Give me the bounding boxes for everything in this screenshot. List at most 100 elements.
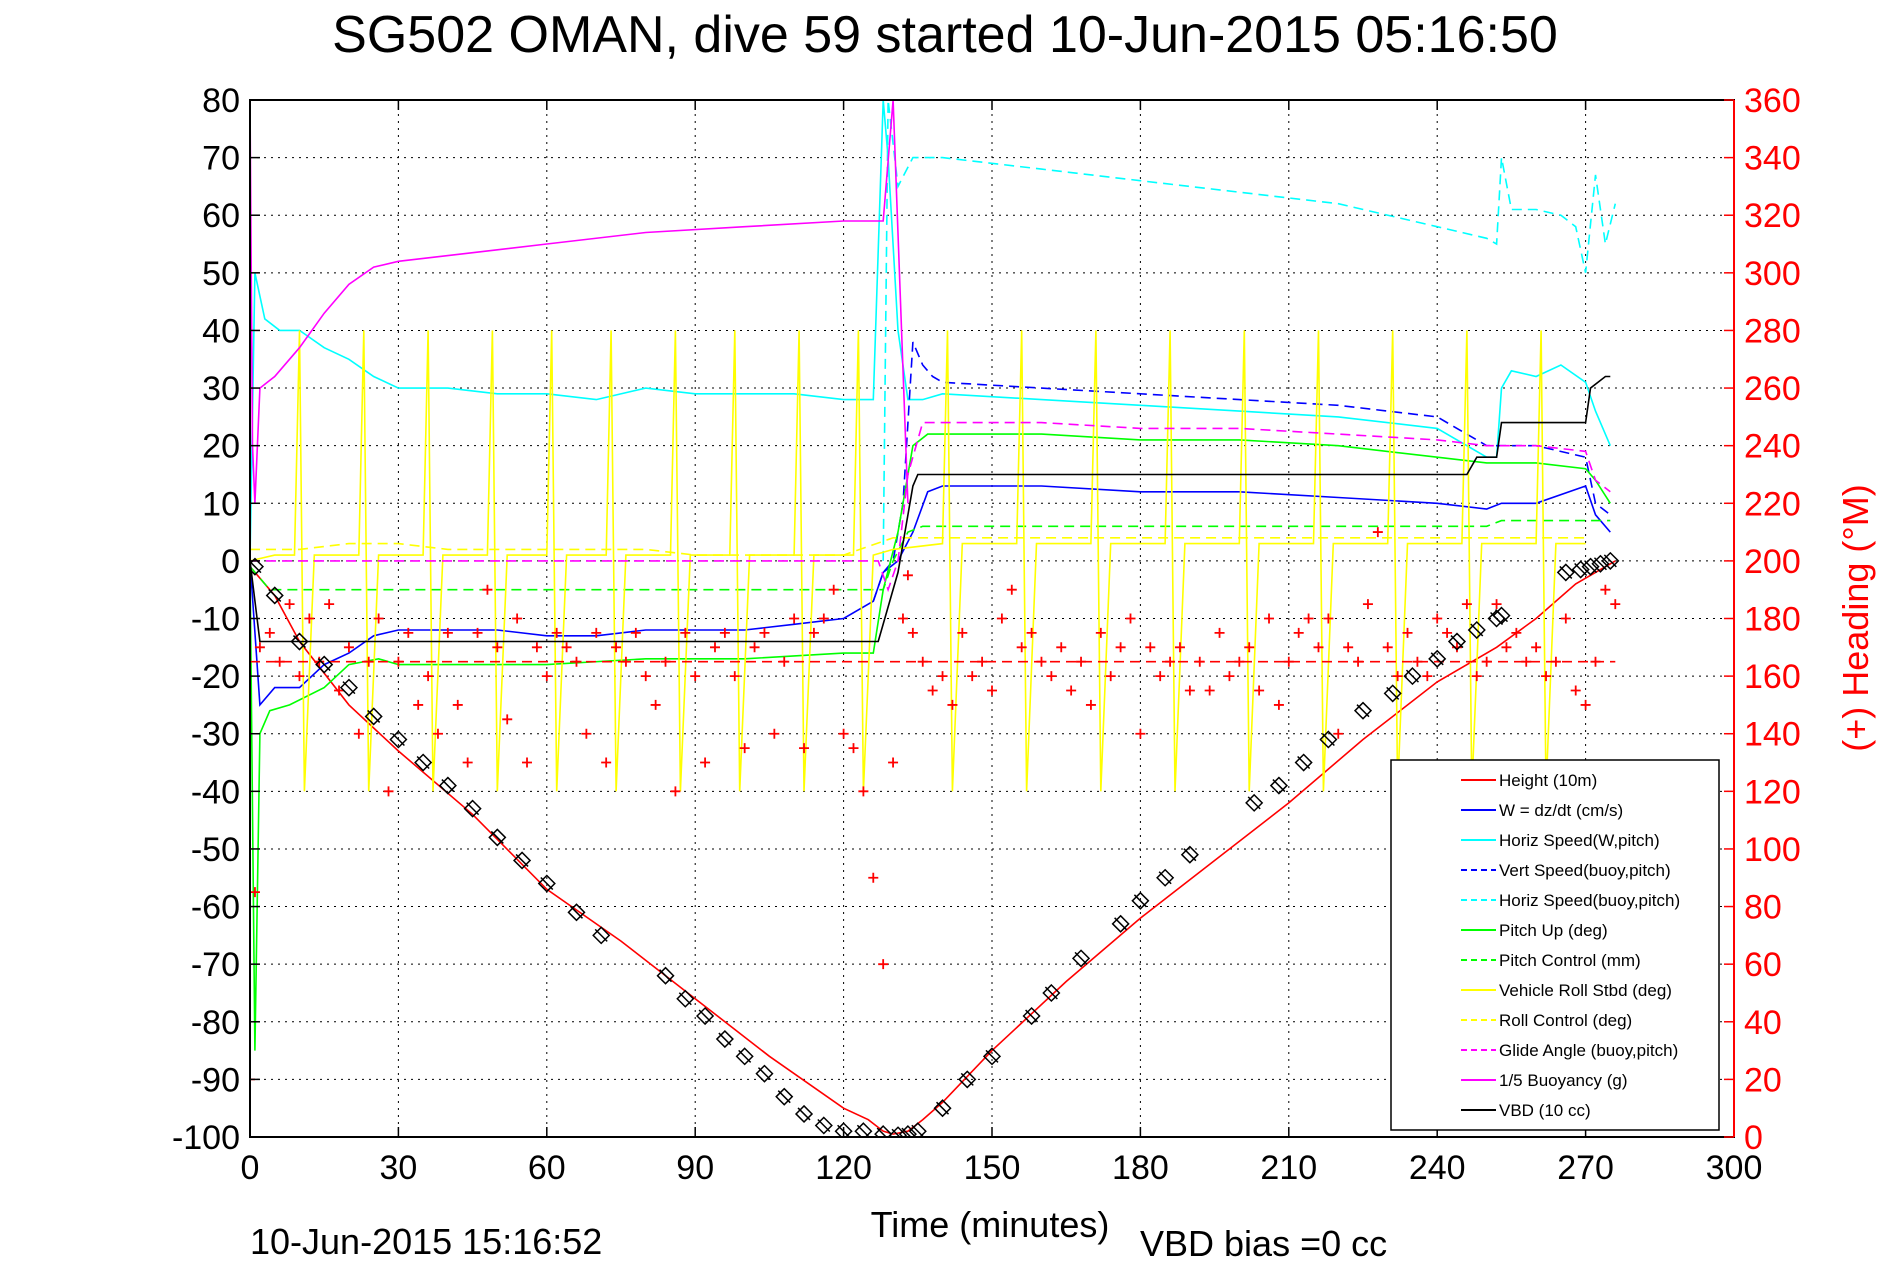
depth-marker bbox=[1180, 845, 1199, 864]
series-roll-control-deg bbox=[250, 536, 1586, 556]
heading-point bbox=[868, 872, 879, 883]
depth-marker bbox=[1556, 563, 1575, 582]
depth-marker bbox=[794, 1104, 814, 1124]
heading-point bbox=[848, 743, 859, 754]
chart-title: SG502 OMAN, dive 59 started 10-Jun-2015 … bbox=[332, 6, 1558, 64]
heading-point bbox=[1442, 627, 1453, 638]
series-glide-angle-buoy-pitch-line bbox=[250, 421, 1611, 593]
depth-marker bbox=[982, 1047, 1002, 1066]
heading-point bbox=[967, 671, 978, 682]
y-right-tick-label: 240 bbox=[1744, 428, 1801, 466]
y-right-tick-label: 140 bbox=[1744, 716, 1801, 754]
y-right-tick-label: 220 bbox=[1744, 485, 1801, 523]
heading-point bbox=[254, 642, 265, 653]
x-tick-label: 120 bbox=[815, 1149, 872, 1187]
heading-point bbox=[1085, 699, 1096, 710]
heading-point bbox=[759, 627, 770, 638]
legend-item-label: Pitch Control (mm) bbox=[1499, 951, 1641, 970]
heading-point bbox=[1224, 671, 1235, 682]
heading-point bbox=[1491, 599, 1502, 610]
y-right-tick-label: 340 bbox=[1744, 140, 1801, 178]
depth-marker bbox=[814, 1116, 833, 1135]
y-tick-label: 30 bbox=[202, 370, 240, 408]
heading-point bbox=[343, 642, 354, 653]
legend-item-label: Vert Speed(buoy,pitch) bbox=[1499, 861, 1671, 880]
depth-marker bbox=[1319, 730, 1338, 749]
depth-marker bbox=[1022, 1006, 1041, 1026]
heading-point bbox=[413, 699, 424, 710]
heading-point bbox=[1570, 685, 1581, 696]
heading-point bbox=[1293, 627, 1304, 638]
heading-point bbox=[1600, 584, 1611, 595]
heading-point bbox=[1451, 642, 1462, 653]
heading-point bbox=[838, 728, 849, 739]
heading-point bbox=[1362, 599, 1373, 610]
y-right-tick-label: 20 bbox=[1744, 1061, 1782, 1099]
legend-item-label: Glide Angle (buoy,pitch) bbox=[1499, 1041, 1678, 1060]
heading-point bbox=[729, 671, 740, 682]
depth-marker bbox=[1428, 649, 1447, 668]
y-tick-label: -60 bbox=[191, 889, 240, 927]
y-right-tick-label: 360 bbox=[1744, 82, 1801, 120]
heading-point bbox=[1422, 671, 1433, 682]
heading-point bbox=[581, 728, 592, 739]
heading-point bbox=[1501, 642, 1512, 653]
depth-marker bbox=[1601, 551, 1620, 570]
heading-point bbox=[1471, 671, 1482, 682]
legend-item-label: Roll Control (deg) bbox=[1499, 1011, 1632, 1030]
y-tick-label: 20 bbox=[202, 428, 240, 466]
heading-point bbox=[423, 671, 434, 682]
heading-point bbox=[927, 685, 938, 696]
depth-marker bbox=[1492, 606, 1511, 625]
y-tick-label: -70 bbox=[191, 946, 240, 984]
y-right-tick-label: 40 bbox=[1744, 1004, 1782, 1042]
depth-marker bbox=[339, 678, 358, 697]
legend-item-label: Horiz Speed(buoy,pitch) bbox=[1499, 891, 1680, 910]
heading-point bbox=[1056, 642, 1067, 653]
heading-point bbox=[700, 757, 711, 768]
depth-marker bbox=[567, 903, 586, 922]
heading-point bbox=[1155, 671, 1166, 682]
legend-item-label: Horiz Speed(W,pitch) bbox=[1499, 831, 1660, 850]
y-right-tick-label: 160 bbox=[1744, 658, 1801, 696]
depth-marker bbox=[898, 1125, 917, 1137]
y-tick-label: 80 bbox=[202, 82, 240, 120]
legend-item-label: Vehicle Roll Stbd (deg) bbox=[1499, 981, 1672, 1000]
series-vbd-10-cc bbox=[250, 375, 1611, 643]
depth-marker bbox=[1042, 983, 1061, 1003]
depth-marker bbox=[1111, 914, 1130, 933]
heading-point bbox=[858, 786, 869, 797]
series-pitch-control-mm-line bbox=[250, 519, 1611, 591]
depth-marker bbox=[1156, 868, 1175, 887]
heading-point bbox=[334, 685, 345, 696]
series-pitch-control-mm bbox=[250, 519, 1611, 591]
heading-point bbox=[996, 613, 1007, 624]
heading-point bbox=[1254, 685, 1265, 696]
y-tick-label: -10 bbox=[191, 601, 240, 639]
depth-marker bbox=[755, 1064, 774, 1083]
y-tick-label: -50 bbox=[191, 831, 240, 869]
y-right-tick-label: 180 bbox=[1744, 601, 1801, 639]
depth-marker bbox=[290, 632, 309, 651]
depth-marker bbox=[1447, 632, 1467, 651]
heading-point bbox=[294, 671, 305, 682]
heading-point bbox=[591, 627, 602, 638]
heading-point bbox=[541, 671, 552, 682]
heading-point bbox=[650, 699, 661, 710]
depth-marker bbox=[958, 1070, 977, 1089]
depth-marker bbox=[735, 1047, 754, 1066]
heading-point bbox=[799, 743, 810, 754]
heading-point bbox=[304, 613, 315, 624]
depth-marker bbox=[1294, 753, 1313, 772]
heading-point bbox=[789, 613, 800, 624]
series-heading bbox=[250, 527, 1621, 1085]
depth-marker bbox=[537, 874, 556, 893]
heading-point bbox=[250, 887, 260, 898]
heading-point bbox=[1016, 642, 1027, 653]
x-tick-label: 150 bbox=[964, 1149, 1021, 1187]
series-w-dz-dt-cm-s bbox=[250, 484, 1611, 707]
depth-marker bbox=[1467, 620, 1486, 640]
heading-point bbox=[284, 599, 295, 610]
heading-point bbox=[907, 627, 918, 638]
